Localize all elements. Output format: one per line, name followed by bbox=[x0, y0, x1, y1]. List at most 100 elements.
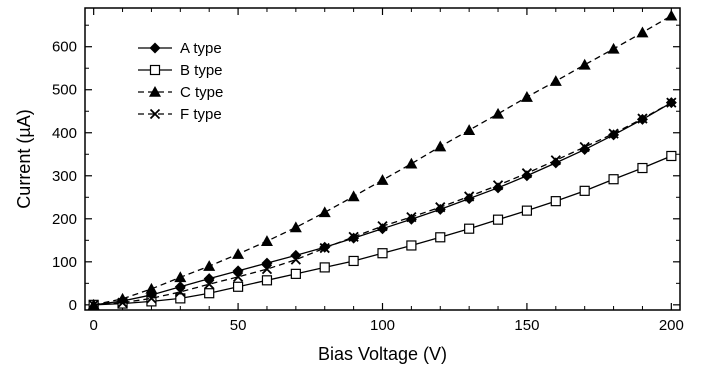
y-axis-title: Current (µA) bbox=[14, 109, 34, 208]
y-tick-label: 400 bbox=[52, 125, 77, 142]
data-point bbox=[463, 193, 475, 205]
data-point bbox=[608, 174, 619, 185]
data-point bbox=[636, 26, 649, 38]
data-point bbox=[117, 297, 128, 308]
x-tick-label: 0 bbox=[89, 317, 97, 334]
data-point bbox=[260, 235, 273, 246]
data-point bbox=[464, 191, 475, 202]
y-tick-label: 200 bbox=[52, 211, 77, 228]
x-tick-label: 200 bbox=[659, 317, 684, 334]
data-point bbox=[289, 221, 302, 233]
legend-item: B type bbox=[138, 62, 223, 79]
data-point bbox=[146, 296, 157, 307]
legend-item: F type bbox=[138, 106, 222, 123]
plot-frame bbox=[84, 7, 681, 311]
legend-label: B type bbox=[180, 62, 223, 79]
data-point bbox=[174, 271, 187, 283]
plot-axes: 0 50 100 150 200 0 100 200 300 400 500 600 bbox=[52, 7, 684, 334]
data-point bbox=[637, 162, 648, 174]
data-point bbox=[377, 223, 388, 235]
data-point bbox=[347, 190, 360, 202]
x-axis-title: Bias Voltage (V) bbox=[318, 344, 447, 364]
data-point bbox=[435, 202, 446, 213]
data-point bbox=[608, 128, 619, 139]
data-point bbox=[290, 249, 302, 261]
series-f-type bbox=[88, 97, 677, 310]
data-point bbox=[261, 263, 273, 275]
series-c-type bbox=[87, 9, 678, 310]
data-point bbox=[405, 157, 418, 169]
data-point bbox=[521, 205, 533, 216]
data-point bbox=[406, 240, 417, 251]
data-point bbox=[232, 281, 244, 292]
data-point bbox=[376, 174, 389, 185]
data-point bbox=[666, 150, 677, 162]
data-point bbox=[290, 254, 301, 265]
data-point bbox=[88, 299, 99, 310]
series-layer bbox=[87, 9, 678, 311]
data-point bbox=[204, 279, 215, 290]
data-point bbox=[348, 255, 359, 267]
data-point bbox=[550, 196, 561, 207]
x-tick-label: 100 bbox=[370, 317, 395, 334]
legend-label: C type bbox=[180, 84, 223, 101]
data-point bbox=[203, 260, 216, 271]
data-point bbox=[232, 265, 244, 277]
data-point bbox=[549, 75, 562, 86]
legend-label: F type bbox=[180, 106, 222, 123]
data-point bbox=[203, 273, 215, 285]
legend-marker bbox=[149, 86, 161, 97]
data-point bbox=[492, 180, 504, 191]
data-point bbox=[261, 257, 273, 269]
data-point bbox=[550, 157, 562, 169]
data-point bbox=[261, 275, 273, 286]
data-point bbox=[666, 97, 677, 108]
data-point bbox=[175, 286, 186, 298]
data-point bbox=[579, 141, 590, 153]
y-tick-label: 600 bbox=[52, 39, 77, 56]
y-tick-label: 500 bbox=[52, 82, 77, 99]
data-point bbox=[319, 242, 330, 254]
legend-marker bbox=[149, 64, 161, 76]
data-point bbox=[232, 271, 244, 283]
data-point bbox=[319, 262, 330, 273]
x-tick-label: 150 bbox=[514, 317, 539, 334]
y-tick-label: 300 bbox=[52, 168, 77, 185]
legend-label: A type bbox=[180, 40, 222, 57]
data-point bbox=[146, 293, 157, 304]
data-point bbox=[435, 232, 446, 243]
y-tick-label: 100 bbox=[52, 254, 77, 271]
data-point bbox=[406, 211, 417, 223]
data-point bbox=[492, 214, 504, 225]
data-point bbox=[434, 140, 447, 152]
data-point bbox=[637, 113, 648, 124]
data-point bbox=[175, 293, 186, 304]
data-point bbox=[520, 91, 533, 102]
data-point bbox=[492, 107, 505, 119]
data-point bbox=[377, 220, 388, 232]
data-point bbox=[232, 248, 245, 259]
data-point bbox=[579, 144, 591, 156]
data-point bbox=[464, 223, 475, 234]
legend-marker bbox=[149, 42, 161, 54]
x-tick-label: 50 bbox=[230, 317, 247, 334]
data-point bbox=[665, 9, 678, 21]
legend: A type B type C type F type bbox=[138, 40, 223, 123]
data-point bbox=[521, 170, 533, 182]
data-point bbox=[377, 248, 388, 259]
y-tick-label: 0 bbox=[69, 297, 77, 314]
legend-item: A type bbox=[138, 40, 222, 57]
data-point bbox=[204, 288, 215, 299]
data-point bbox=[145, 282, 158, 294]
data-point bbox=[578, 58, 591, 70]
data-point bbox=[550, 155, 561, 166]
data-point bbox=[290, 268, 301, 279]
data-point bbox=[607, 42, 620, 54]
data-point bbox=[463, 124, 476, 135]
data-point bbox=[318, 206, 331, 218]
data-point bbox=[521, 168, 533, 179]
legend-marker bbox=[149, 108, 161, 120]
data-point bbox=[492, 182, 504, 194]
legend-item: C type bbox=[138, 84, 223, 101]
